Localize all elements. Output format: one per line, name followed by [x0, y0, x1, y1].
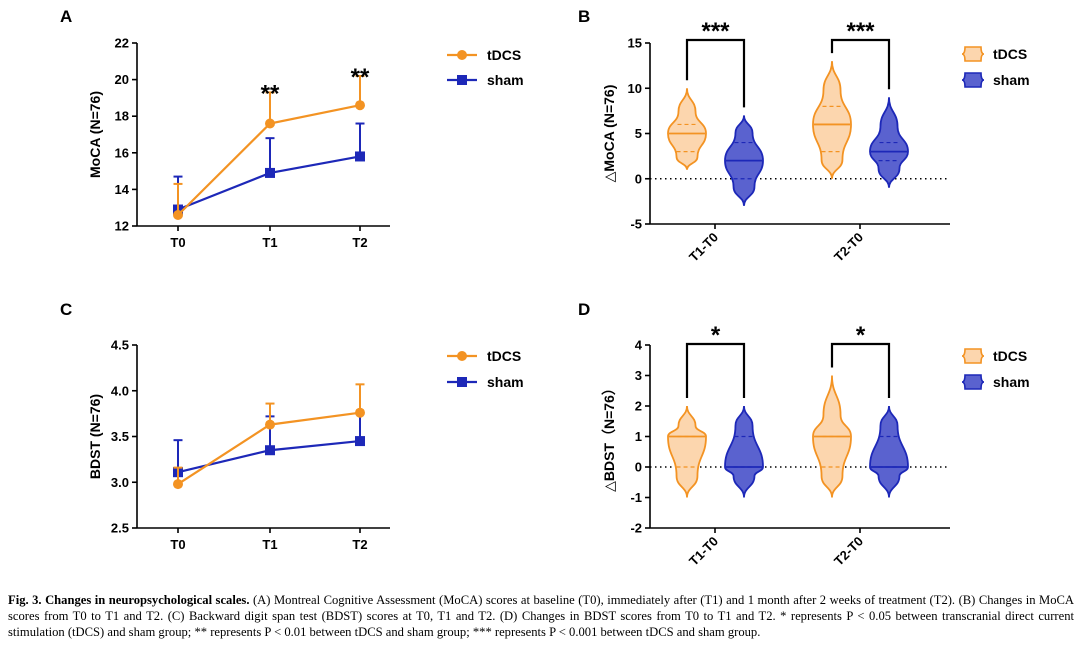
legend-marker-tdcs: [457, 351, 467, 361]
caption-title: Fig. 3. Changes in neuropsychological sc…: [8, 593, 250, 607]
legend-label-sham: sham: [993, 72, 1030, 88]
caption-text: (A) Montreal Cognitive Assessment (MoCA)…: [8, 593, 1074, 639]
significance-bracket: [830, 38, 891, 90]
x-tick-label-t1-t0: T1-T0: [686, 534, 721, 569]
x-tick-label-t0: T0: [170, 537, 185, 552]
data-point-tdcs: [355, 100, 365, 111]
legend-label-sham: sham: [487, 72, 524, 88]
significance-marker: ***: [701, 18, 730, 45]
y-tick-label: -2: [630, 521, 642, 536]
legend-label-sham: sham: [993, 374, 1030, 390]
y-tick-label: 2.5: [111, 521, 129, 536]
data-point-tdcs: [173, 479, 183, 490]
legend-label-tdcs: tDCS: [487, 348, 521, 364]
violin-sham-t2-t0: [869, 405, 909, 498]
y-axis-label: MoCA (N=76): [87, 91, 103, 178]
significance-marker: *: [856, 322, 866, 349]
y-tick-label: 3.5: [111, 429, 129, 444]
y-tick-label: 4.5: [111, 338, 129, 353]
data-point-sham: [265, 445, 275, 456]
legend-label-sham: sham: [487, 374, 524, 390]
x-tick-label-t0: T0: [170, 235, 185, 250]
legend-marker-sham: [457, 377, 467, 387]
y-tick-label: -5: [630, 217, 642, 232]
legend-label-tdcs: tDCS: [993, 348, 1027, 364]
y-tick-label: 3: [635, 368, 642, 383]
legend-swatch-sham: [961, 374, 985, 390]
violin-tdcs-t1-t0: [667, 405, 707, 498]
y-axis-label: BDST (N=76): [87, 394, 103, 479]
data-point-tdcs: [173, 210, 183, 221]
panel-C: C 2.5 3.0 3.5 4.0 4.5 BDST (N=76) T0 T1 T2 tDCS sha…: [60, 300, 524, 552]
figure-caption: Fig. 3. Changes in neuropsychological sc…: [8, 592, 1074, 640]
significance-bracket: [685, 342, 746, 398]
y-tick-label: 20: [115, 72, 129, 87]
panel-letter-A: A: [60, 7, 72, 26]
legend-swatch-sham: [961, 72, 985, 88]
significance-bracket: [685, 38, 746, 108]
y-tick-label: -1: [630, 490, 642, 505]
significance-marker: **: [261, 80, 280, 107]
y-tick-label: 3.0: [111, 475, 129, 490]
legend-swatch-tdcs: [961, 348, 985, 364]
y-tick-label: 4: [635, 338, 643, 353]
y-tick-label: 4.0: [111, 383, 129, 398]
y-tick-label: 1: [635, 429, 642, 444]
data-point-tdcs: [265, 419, 275, 430]
x-tick-label-t1: T1: [262, 235, 277, 250]
panel-letter-B: B: [578, 7, 590, 26]
y-tick-label: 22: [115, 36, 129, 51]
panel-letter-D: D: [578, 300, 590, 319]
panel-A: A 12 14 16 18 20 22 MoCA (N=76) T0 T1 T2 ** ** tDCS sh…: [60, 7, 524, 250]
y-tick-label: 5: [635, 126, 642, 141]
x-tick-label-t1-t0: T1-T0: [686, 230, 721, 265]
y-tick-label: 2: [635, 399, 642, 414]
y-tick-label: 14: [115, 182, 130, 197]
violin-tdcs-t1-t0: [667, 88, 707, 170]
panel-D: D -2 -1 0 1 2 3 4 △BDST（N=76） T1-T0 T2-T0 * * tDCS sha…: [578, 300, 1030, 569]
data-point-sham: [355, 436, 365, 447]
x-tick-label-t2: T2: [352, 235, 367, 250]
data-point-tdcs: [265, 118, 275, 129]
significance-marker: **: [351, 64, 370, 91]
panel-letter-C: C: [60, 300, 72, 319]
x-tick-label-t2-t0: T2-T0: [831, 534, 866, 569]
x-tick-label-t2-t0: T2-T0: [831, 230, 866, 265]
y-tick-label: 12: [115, 219, 129, 234]
violin-tdcs-t2-t0: [812, 61, 852, 179]
y-tick-label: 0: [635, 460, 642, 475]
legend-marker-tdcs: [457, 50, 467, 60]
data-point-sham: [355, 151, 365, 162]
legend-swatch-tdcs: [961, 46, 985, 62]
data-point-sham: [265, 167, 275, 178]
x-tick-label-t1: T1: [262, 537, 277, 552]
panel-B: B -5 0 5 10 15 △MoCA (N=76) T1-T0 T2-T0 *** *** tDC…: [578, 7, 1030, 265]
y-tick-label: 10: [628, 81, 642, 96]
y-axis-label: △MoCA (N=76): [601, 85, 617, 183]
significance-marker: ***: [846, 18, 875, 45]
y-tick-label: 15: [628, 36, 642, 51]
significance-bracket: [830, 342, 891, 398]
x-tick-label-t2: T2: [352, 537, 367, 552]
y-axis-label: △BDST（N=76）: [601, 381, 617, 492]
y-tick-label: 18: [115, 109, 129, 124]
legend-label-tdcs: tDCS: [487, 47, 521, 63]
significance-marker: *: [711, 322, 721, 349]
data-point-tdcs: [355, 407, 365, 418]
violin-sham-t1-t0: [724, 405, 764, 498]
legend-label-tdcs: tDCS: [993, 46, 1027, 62]
y-tick-label: 16: [115, 145, 129, 160]
legend-marker-sham: [457, 75, 467, 85]
y-tick-label: 0: [635, 171, 642, 186]
